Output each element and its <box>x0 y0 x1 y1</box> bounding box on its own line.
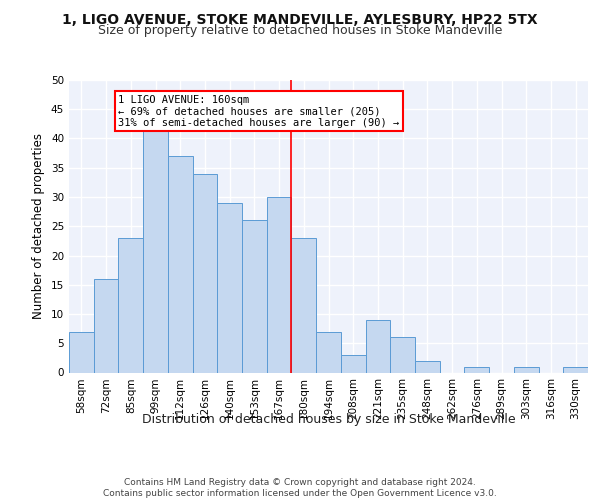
Bar <box>94 279 118 372</box>
Text: Contains HM Land Registry data © Crown copyright and database right 2024.
Contai: Contains HM Land Registry data © Crown c… <box>103 478 497 498</box>
Bar <box>415 361 440 372</box>
Bar <box>390 338 415 372</box>
Bar <box>193 174 217 372</box>
Bar <box>217 203 242 372</box>
Bar <box>118 238 143 372</box>
Bar <box>464 366 489 372</box>
Y-axis label: Number of detached properties: Number of detached properties <box>32 133 46 320</box>
Bar <box>563 366 588 372</box>
Bar <box>514 366 539 372</box>
Text: Distribution of detached houses by size in Stoke Mandeville: Distribution of detached houses by size … <box>142 412 515 426</box>
Bar <box>267 197 292 372</box>
Bar <box>242 220 267 372</box>
Bar <box>292 238 316 372</box>
Text: Size of property relative to detached houses in Stoke Mandeville: Size of property relative to detached ho… <box>98 24 502 37</box>
Text: 1, LIGO AVENUE, STOKE MANDEVILLE, AYLESBURY, HP22 5TX: 1, LIGO AVENUE, STOKE MANDEVILLE, AYLESB… <box>62 12 538 26</box>
Bar <box>69 332 94 372</box>
Bar <box>365 320 390 372</box>
Bar <box>168 156 193 372</box>
Bar <box>143 127 168 372</box>
Bar <box>341 355 365 372</box>
Bar <box>316 332 341 372</box>
Text: 1 LIGO AVENUE: 160sqm
← 69% of detached houses are smaller (205)
31% of semi-det: 1 LIGO AVENUE: 160sqm ← 69% of detached … <box>118 94 400 128</box>
